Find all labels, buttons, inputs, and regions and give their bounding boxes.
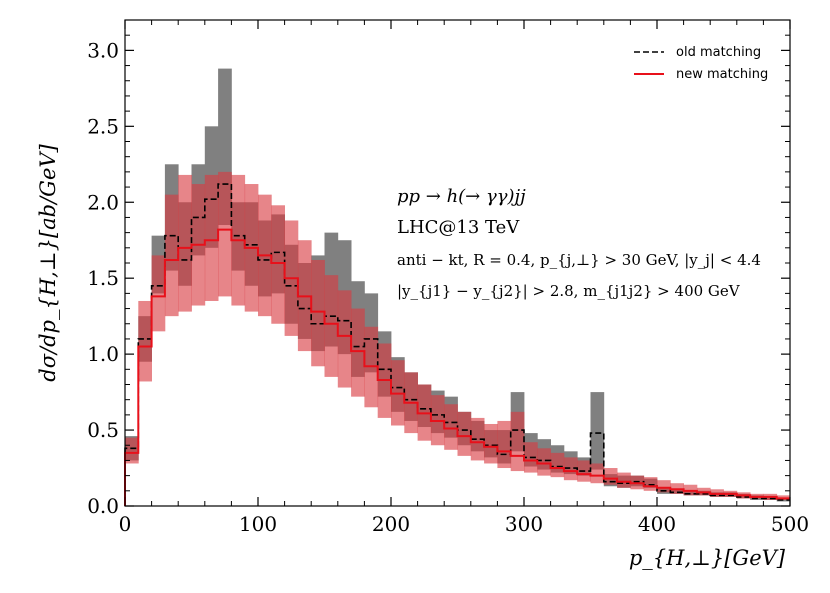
new-matching-band-bin-35 (590, 463, 605, 484)
x-axis-ticks: 0 100 200 300 400 500 (119, 20, 809, 536)
new-matching-band-bin-27 (484, 423, 498, 464)
new-matching-band-bin-29 (510, 411, 525, 472)
old-matching-line (124, 183, 790, 506)
x-tick-label-400: 400 (638, 512, 676, 536)
x-axis-label: p_{H,⊥}[GeV] (629, 546, 786, 570)
x-tick-label-300: 300 (505, 512, 543, 536)
y-tick-label-2.5: 2.5 (87, 114, 119, 138)
new-matching-band-bin-0 (125, 437, 139, 464)
new-matching-band-bin-24 (444, 404, 458, 450)
new-matching-band-bin-11 (271, 205, 285, 324)
x-tick-label-500: 500 (771, 512, 809, 536)
new-matching-band-bin-7 (218, 171, 232, 297)
new-matching-band-bin-33 (563, 457, 578, 481)
y-axis-label-text: dσ/dp_{H,⊥}[ab/GeV] (36, 143, 60, 381)
y-axis-label: dσ/dp_{H,⊥}[ab/GeV] (36, 143, 60, 381)
new-matching-band-bin-3 (164, 194, 179, 317)
annotation-collider: LHC@13 TeV (397, 217, 520, 238)
legend-new-label: new matching (676, 67, 768, 82)
new-matching-band-bin-1 (138, 300, 152, 382)
x-tick-label-200: 200 (372, 512, 410, 536)
new-matching-band-bin-26 (470, 417, 485, 461)
new-matching-band-bin-4 (178, 174, 192, 312)
new-matching-band-bin-6 (204, 174, 219, 301)
annotation-cuts2: |y_{j1} − y_{j2}| > 2.8, m_{j1j2} > 400 … (397, 282, 741, 300)
new-matching-band-bin-37 (617, 472, 631, 488)
y-tick-label-1.5: 1.5 (87, 266, 119, 290)
new-matching-band-bin-15 (324, 275, 339, 377)
new-matching-band-bin-32 (550, 452, 565, 478)
y-tick-label-0.5: 0.5 (87, 418, 119, 442)
new-matching-band-bin-31 (537, 448, 551, 476)
new-matching-band-bin-25 (457, 411, 472, 456)
annotation-process: pp → h(→ γγ)jj (397, 186, 526, 207)
old-matching-band-bin-35 (590, 392, 605, 470)
x-tick-label-0: 0 (119, 512, 132, 536)
y-tick-label-0.0: 0.0 (87, 494, 119, 518)
x-tick-label-100: 100 (239, 512, 277, 536)
y-tick-label-2.0: 2.0 (87, 190, 119, 214)
new-matching-line (124, 228, 790, 506)
new-matching-band-bin-40 (657, 480, 671, 493)
x-axis-label-text: p_{H,⊥}[GeV] (629, 546, 786, 570)
new-matching-band-bin-28 (497, 420, 512, 469)
legend: old matching new matching (634, 45, 768, 82)
legend-old-label: old matching (676, 45, 761, 60)
new-matching-band-bin-14 (311, 259, 325, 367)
new-matching-band-bin-2 (151, 255, 166, 332)
new-matching-band-bin-17 (351, 308, 365, 397)
new-matching-band-bin-36 (603, 468, 618, 485)
y-tick-label-3.0: 3.0 (87, 38, 119, 62)
new-matching-band-bin-16 (337, 290, 352, 388)
annotation-cuts1: anti − kt, R = 0.4, p_{j,⊥} > 30 GeV, |y… (397, 251, 761, 269)
y-tick-label-1.0: 1.0 (87, 342, 119, 366)
y-axis-ticks: 0.0 0.5 1.0 1.5 2.0 2.5 3.0 (87, 34, 790, 518)
